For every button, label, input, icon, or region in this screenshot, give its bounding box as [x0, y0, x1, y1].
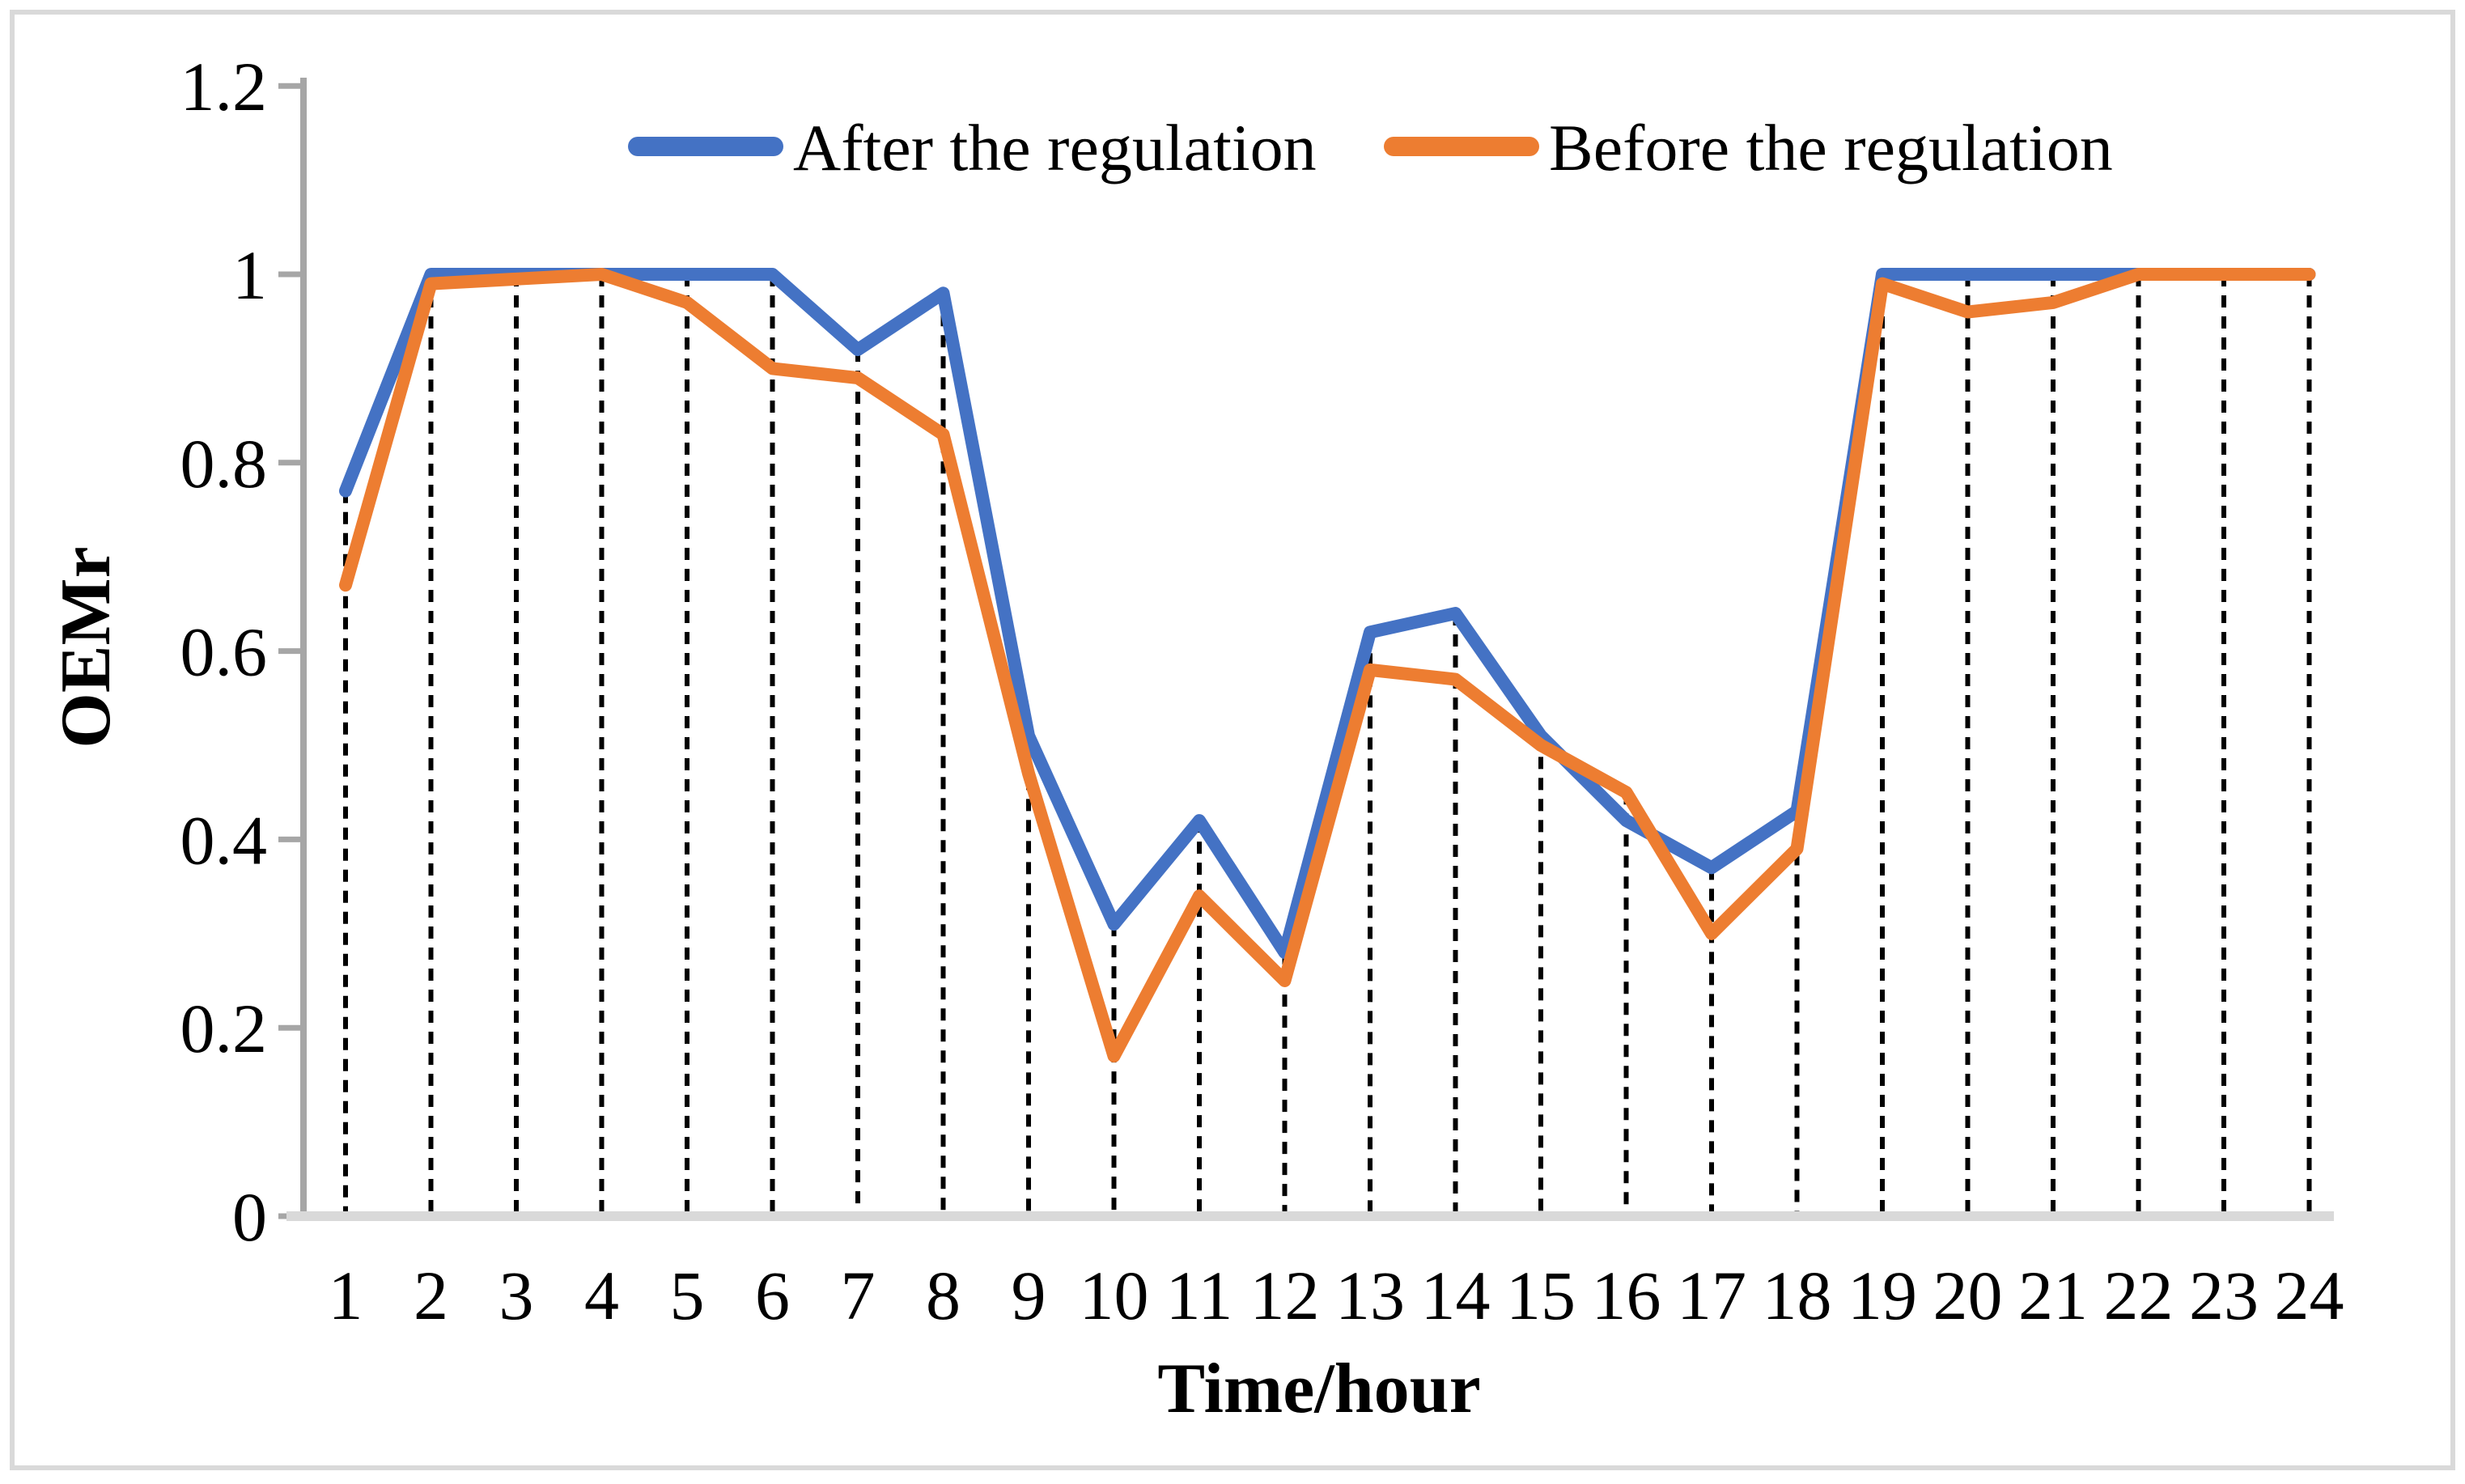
y-tick-label: 1: [232, 236, 267, 314]
y-tick-label: 0: [232, 1178, 267, 1256]
drop-lines: [343, 274, 2312, 1216]
x-tick-label-17: 17: [1677, 1257, 1746, 1334]
x-tick-label-16: 16: [1592, 1257, 1661, 1334]
y-tick-label: 0.2: [180, 990, 268, 1067]
x-tick-labels: 1 2 3 4 5 6 7 8 9 10 11 12 13 14 15 16 17 18 19 20 21 22 23 24: [329, 1257, 2344, 1334]
x-tick-label-10: 10: [1080, 1257, 1149, 1334]
x-tick-label-18: 18: [1763, 1257, 1832, 1334]
x-tick-label-12: 12: [1250, 1257, 1320, 1334]
y-tick-label: 0.8: [180, 425, 268, 502]
x-tick-label-19: 19: [1848, 1257, 1917, 1334]
y-tick-label: 0.4: [180, 801, 268, 879]
x-tick-label-13: 13: [1335, 1257, 1405, 1334]
series-line-before-the-regulation: [339, 268, 2316, 1063]
x-tick-label-1: 1: [329, 1257, 363, 1334]
x-tick-label-15: 15: [1506, 1257, 1576, 1334]
x-tick-label-9: 9: [1012, 1257, 1046, 1334]
legend-label-before: Before the regulation: [1549, 111, 2113, 184]
legend: After the regulation Before the regulati…: [628, 111, 2113, 184]
x-tick-label-8: 8: [926, 1257, 961, 1334]
x-tick-label-4: 4: [584, 1257, 619, 1334]
legend-label-after: After the regulation: [793, 111, 1317, 184]
y-tick-label: 0.6: [180, 613, 268, 691]
x-tick-label-2: 2: [414, 1257, 448, 1334]
y-tick-label: 1.2: [180, 48, 268, 125]
x-tick-label-5: 5: [670, 1257, 705, 1334]
x-tick-label-3: 3: [499, 1257, 534, 1334]
series-line-after-the-regulation: [339, 268, 2316, 960]
x-axis-title: Time/hour: [1157, 1350, 1480, 1428]
y-axis-title: OEMr: [47, 546, 125, 748]
figure-border: [10, 10, 2455, 1470]
x-tick-label-22: 22: [2104, 1257, 2174, 1334]
x-tick-label-23: 23: [2189, 1257, 2259, 1334]
x-tick-label-24: 24: [2275, 1257, 2344, 1334]
y-tick-labels: 1.2 1 0.8 0.6 0.4 0.2 0: [180, 48, 268, 1256]
x-tick-label-14: 14: [1421, 1257, 1491, 1334]
x-tick-label-6: 6: [755, 1257, 790, 1334]
x-tick-label-11: 11: [1166, 1257, 1233, 1334]
x-tick-label-7: 7: [841, 1257, 876, 1334]
x-tick-label-21: 21: [2018, 1257, 2088, 1334]
x-tick-label-20: 20: [1933, 1257, 2003, 1334]
